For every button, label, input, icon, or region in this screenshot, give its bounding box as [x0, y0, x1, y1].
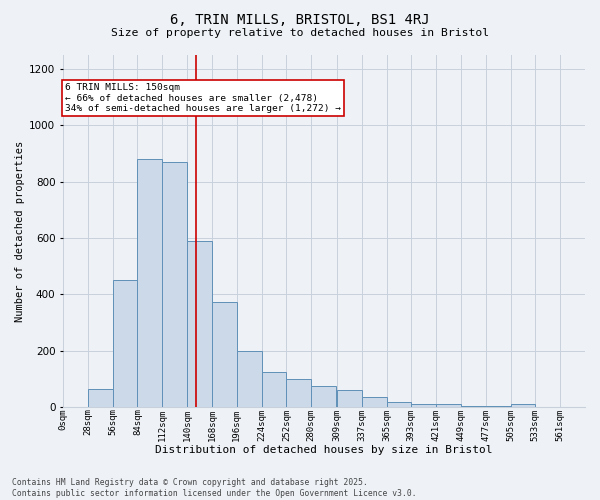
- Bar: [113, 280, 137, 407]
- Y-axis label: Number of detached properties: Number of detached properties: [15, 140, 25, 322]
- Bar: [163, 162, 187, 407]
- Bar: [337, 390, 362, 407]
- Bar: [88, 389, 113, 407]
- Bar: [436, 404, 461, 407]
- Bar: [511, 404, 535, 407]
- Bar: [286, 379, 311, 407]
- Bar: [486, 406, 511, 407]
- Bar: [386, 402, 412, 407]
- Bar: [311, 386, 336, 407]
- Bar: [237, 351, 262, 407]
- Bar: [262, 372, 286, 407]
- Text: 6 TRIN MILLS: 150sqm
← 66% of detached houses are smaller (2,478)
34% of semi-de: 6 TRIN MILLS: 150sqm ← 66% of detached h…: [65, 83, 341, 113]
- Text: 6, TRIN MILLS, BRISTOL, BS1 4RJ: 6, TRIN MILLS, BRISTOL, BS1 4RJ: [170, 12, 430, 26]
- Bar: [187, 241, 212, 407]
- Bar: [461, 406, 486, 407]
- Bar: [412, 404, 436, 407]
- Bar: [137, 159, 163, 407]
- Text: Size of property relative to detached houses in Bristol: Size of property relative to detached ho…: [111, 28, 489, 38]
- Text: Contains HM Land Registry data © Crown copyright and database right 2025.
Contai: Contains HM Land Registry data © Crown c…: [12, 478, 416, 498]
- Bar: [212, 302, 237, 407]
- Bar: [362, 398, 386, 407]
- X-axis label: Distribution of detached houses by size in Bristol: Distribution of detached houses by size …: [155, 445, 493, 455]
